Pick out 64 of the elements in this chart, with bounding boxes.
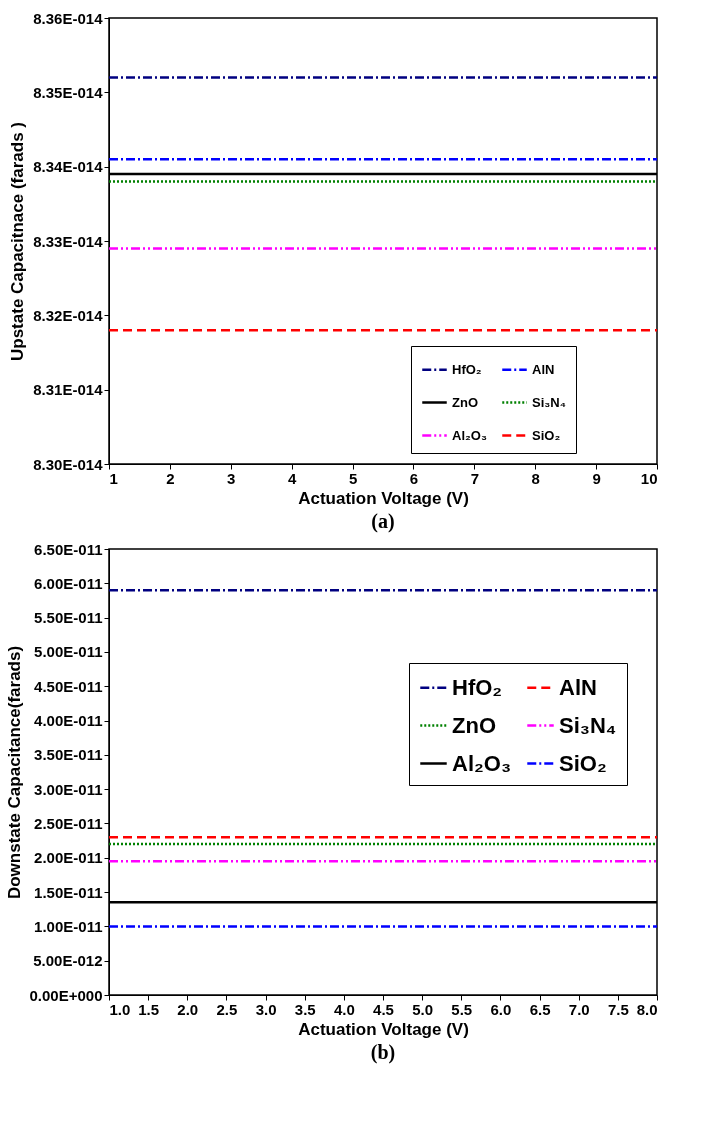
legend-label: HfO₂ [452, 361, 482, 377]
x-tick-label: 10 [640, 469, 658, 487]
y-tick-label: 3.50E-011 [34, 746, 103, 764]
x-tick-label: 6 [409, 469, 419, 487]
legend-label: AlN [532, 361, 555, 377]
x-tick-label: 1.0 [109, 1000, 131, 1018]
legend-label: ZnO [452, 394, 478, 410]
y-tick-label: 8.36E-014 [33, 9, 104, 27]
y-tick-label: 0.00E+000 [29, 986, 103, 1004]
text: (b) [370, 1041, 396, 1064]
y-axis-title: Downstate Capacitance(farads) [4, 645, 24, 900]
y-tick-label: 8.35E-014 [33, 83, 104, 101]
x-tick-label: 5 [348, 469, 358, 487]
x-tick-label: 5.5 [451, 1000, 473, 1018]
x-tick-label: 8.0 [636, 1000, 658, 1018]
x-tick-label: 7.5 [607, 1000, 629, 1018]
x-tick-label: 6.5 [529, 1000, 551, 1018]
legend-label: HfO₂ [452, 674, 503, 700]
y-tick-label: 6.00E-011 [34, 574, 103, 592]
y-tick-label: 3.00E-011 [34, 780, 103, 798]
y-tick-label: 8.32E-014 [33, 306, 104, 324]
x-tick-label: 3.5 [294, 1000, 316, 1018]
legend-label: SiO₂ [559, 750, 607, 776]
legend-label: Al₂O₃ [452, 750, 512, 776]
x-axis-title: Actuation Voltage (V) [298, 1019, 469, 1039]
x-tick-label: 2.5 [216, 1000, 238, 1018]
x-tick-label: 4.5 [373, 1000, 394, 1018]
text: (a) [371, 510, 395, 533]
y-tick-label: 5.50E-011 [34, 609, 103, 627]
x-tick-label: 8 [531, 469, 540, 487]
y-tick-label: 8.30E-014 [33, 455, 104, 473]
x-tick-label: 5.0 [412, 1000, 434, 1018]
y-tick-label: 8.34E-014 [33, 158, 104, 176]
y-tick-label: 6.50E-011 [34, 540, 103, 558]
x-tick-label: 4.0 [333, 1000, 355, 1018]
x-tick-label: 2 [166, 469, 175, 487]
x-tick-label: 1.5 [138, 1000, 160, 1018]
legend-label: Si₃N₄ [532, 394, 566, 410]
y-tick-label: 2.00E-011 [34, 849, 103, 867]
x-tick-label: 7.0 [568, 1000, 590, 1018]
x-tick-label: 3 [227, 469, 236, 487]
y-axis-title: Upstate Capacitnace (farads ) [8, 121, 28, 362]
y-tick-label: 4.50E-011 [34, 677, 103, 695]
y-tick-label: 8.33E-014 [33, 232, 104, 250]
y-tick-label: 5.00E-011 [34, 643, 103, 661]
y-tick-label: 2.50E-011 [34, 814, 103, 832]
legend-label: ZnO [452, 712, 496, 738]
x-tick-label: 4 [287, 469, 297, 487]
legend-label: Al₂O₃ [452, 427, 487, 443]
x-tick-label: 1 [109, 469, 118, 487]
y-tick-label: 1.50E-011 [34, 883, 103, 901]
x-tick-label: 3.0 [255, 1000, 277, 1018]
y-tick-label: 5.00E-012 [33, 952, 103, 970]
x-axis-title: Actuation Voltage (V) [298, 488, 469, 508]
legend-label: SiO₂ [532, 427, 561, 443]
legend-label: AlN [559, 674, 597, 700]
x-tick-label: 9 [592, 469, 601, 487]
x-tick-label: 7 [470, 469, 480, 487]
y-tick-label: 4.00E-011 [34, 712, 103, 730]
legend-label: Si₃N₄ [559, 712, 617, 738]
x-tick-label: 6.0 [490, 1000, 512, 1018]
x-tick-label: 2.0 [177, 1000, 199, 1018]
y-tick-label: 8.31E-014 [33, 381, 104, 399]
y-tick-label: 1.00E-011 [34, 917, 103, 935]
